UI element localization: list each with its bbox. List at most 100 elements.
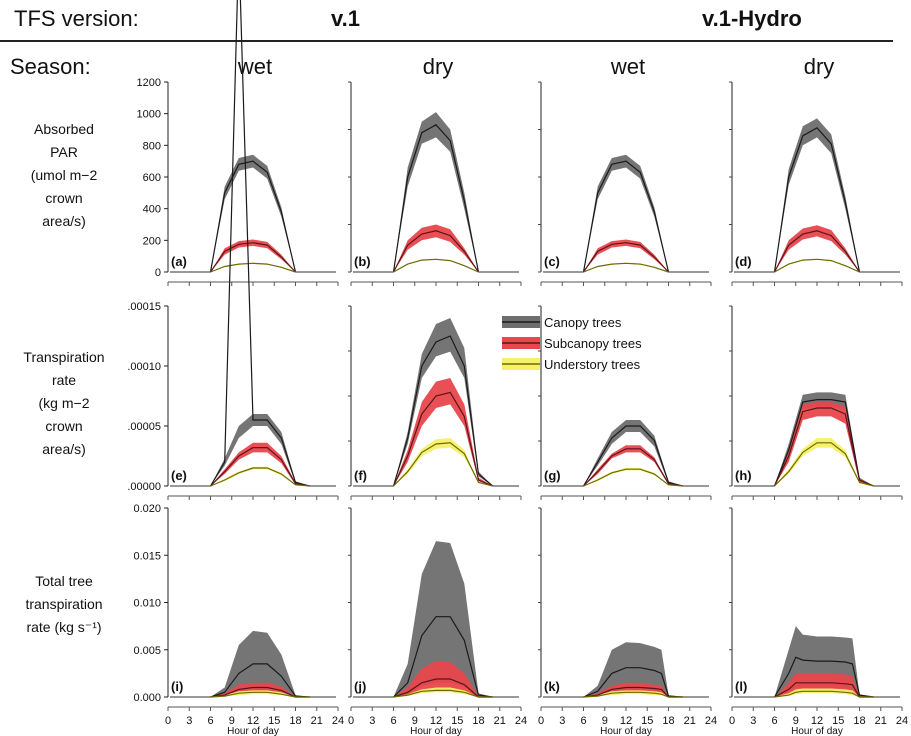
x-tick-label: 12	[811, 715, 823, 727]
understory-mean-line	[583, 468, 683, 487]
understory-mean-line	[393, 258, 479, 273]
x-tick-label: 3	[750, 715, 756, 727]
canopy-mean-line	[392, 124, 480, 273]
subcanopy-mean-line	[773, 230, 860, 273]
y-tick-label: 0.000	[133, 692, 161, 704]
row-label-transpiration-rate: Transpiration rate (kg m−2 crown area/s)	[2, 346, 126, 461]
x-tick-label: 24	[896, 715, 908, 727]
x-tick-label: 21	[684, 715, 696, 727]
understory-mean-line	[774, 258, 860, 273]
y-tick-label: 800	[143, 140, 161, 152]
subcanopy-mean-line	[774, 682, 874, 698]
row-label-line: transpiration	[25, 596, 103, 612]
canopy-mean-line	[209, 0, 310, 487]
y-tick-label: .00010	[127, 361, 161, 373]
y-tick-label: 200	[143, 235, 161, 247]
subcanopy-mean-line	[392, 391, 493, 487]
canopy-mean-line	[392, 335, 494, 487]
x-tick-label: 6	[390, 715, 396, 727]
subcanopy-mean-line	[210, 686, 310, 698]
header-divider	[0, 40, 893, 42]
panel-letter: (f)	[354, 468, 367, 483]
x-tick-label: 9	[412, 715, 418, 727]
legend-label-understory: Understory trees	[544, 357, 641, 372]
row-label-line: area/s)	[42, 441, 86, 457]
subcanopy-mean-line	[583, 686, 683, 698]
y-tick-label: 0.010	[133, 598, 161, 610]
canopy-mean-line	[209, 160, 297, 273]
subcanopy-band	[210, 442, 310, 486]
row-label-line: (umol m−2	[30, 167, 98, 183]
row-label-line: Absorbed	[34, 121, 94, 137]
x-tick-label: 18	[853, 715, 865, 727]
y-tick-label: 0	[155, 267, 161, 279]
canopy-band	[583, 642, 683, 697]
legend-label-canopy: Canopy trees	[544, 315, 622, 330]
canopy-mean-line	[583, 667, 683, 698]
x-axis-title: Hour of day	[227, 726, 279, 736]
subcanopy-mean-line	[392, 230, 479, 273]
x-tick-label: 6	[771, 715, 777, 727]
x-tick-label: 0	[538, 715, 544, 727]
subcanopy-band	[393, 224, 479, 272]
canopy-mean-line	[582, 425, 683, 487]
canopy-band	[210, 414, 310, 486]
season-label: Season:	[10, 54, 91, 79]
canopy-mean-line	[773, 656, 874, 698]
x-tick-label: 3	[369, 715, 375, 727]
x-axis-title: Hour of day	[791, 726, 843, 736]
x-tick-label: 15	[832, 715, 844, 727]
panel-letter: (c)	[544, 254, 560, 269]
x-tick-label: 21	[494, 715, 506, 727]
subcanopy-mean-line	[773, 407, 874, 487]
subcanopy-mean-line	[583, 448, 683, 487]
x-tick-label: 15	[641, 715, 653, 727]
legend-label-subcanopy: Subcanopy trees	[544, 336, 642, 351]
x-tick-label: 21	[875, 715, 887, 727]
x-tick-label: 18	[289, 715, 301, 727]
understory-mean-line	[210, 467, 310, 487]
season-wet-v1: wet	[237, 54, 273, 79]
x-tick-label: 21	[311, 715, 323, 727]
row-label-line: rate (kg s⁻¹)	[26, 619, 102, 635]
season-dry-hydro: dry	[803, 54, 835, 79]
tfs-version-label: TFS version:	[14, 6, 139, 31]
understory-mean-line	[583, 262, 669, 273]
row-label-absorbed-par: Absorbed PAR (umol m−2 crown area/s)	[2, 118, 126, 233]
panel-letter: (e)	[171, 468, 187, 483]
canopy-mean-line	[393, 616, 493, 698]
row-label-line: area/s)	[42, 213, 86, 229]
y-tick-label: .00015	[127, 301, 161, 313]
row-label-line: crown	[45, 190, 83, 206]
y-tick-label: .00000	[127, 481, 161, 493]
canopy-band	[583, 154, 669, 272]
y-tick-label: 600	[143, 172, 161, 184]
season-dry-v1: dry	[422, 54, 454, 79]
x-tick-label: 15	[451, 715, 463, 727]
row-label-line: crown	[45, 418, 83, 434]
x-tick-label: 3	[559, 715, 565, 727]
understory-band	[583, 690, 683, 697]
row-label-line: Transpiration	[23, 349, 105, 365]
understory-mean-line	[774, 690, 874, 698]
understory-mean-line	[393, 442, 493, 487]
understory-mean-line	[774, 442, 874, 487]
x-tick-label: 12	[620, 715, 632, 727]
understory-band	[393, 687, 493, 697]
panel-letter: (h)	[735, 468, 752, 483]
x-tick-label: 24	[705, 715, 717, 727]
x-tick-label: 18	[472, 715, 484, 727]
subcanopy-mean-line	[210, 447, 310, 487]
subcanopy-band	[393, 378, 493, 486]
row-label-line: Total tree	[35, 573, 93, 589]
canopy-mean-line	[582, 160, 670, 273]
row-label-total-transpiration: Total tree transpiration rate (kg s⁻¹)	[2, 570, 126, 639]
y-tick-label: 1200	[137, 77, 161, 89]
x-tick-label: 6	[207, 715, 213, 727]
y-tick-label: .00005	[127, 421, 161, 433]
understory-band	[210, 466, 310, 486]
version-v1-hydro-label: v.1-Hydro	[702, 6, 802, 31]
y-tick-label: 0.015	[133, 550, 161, 562]
x-tick-label: 0	[729, 715, 735, 727]
understory-band	[774, 688, 874, 697]
